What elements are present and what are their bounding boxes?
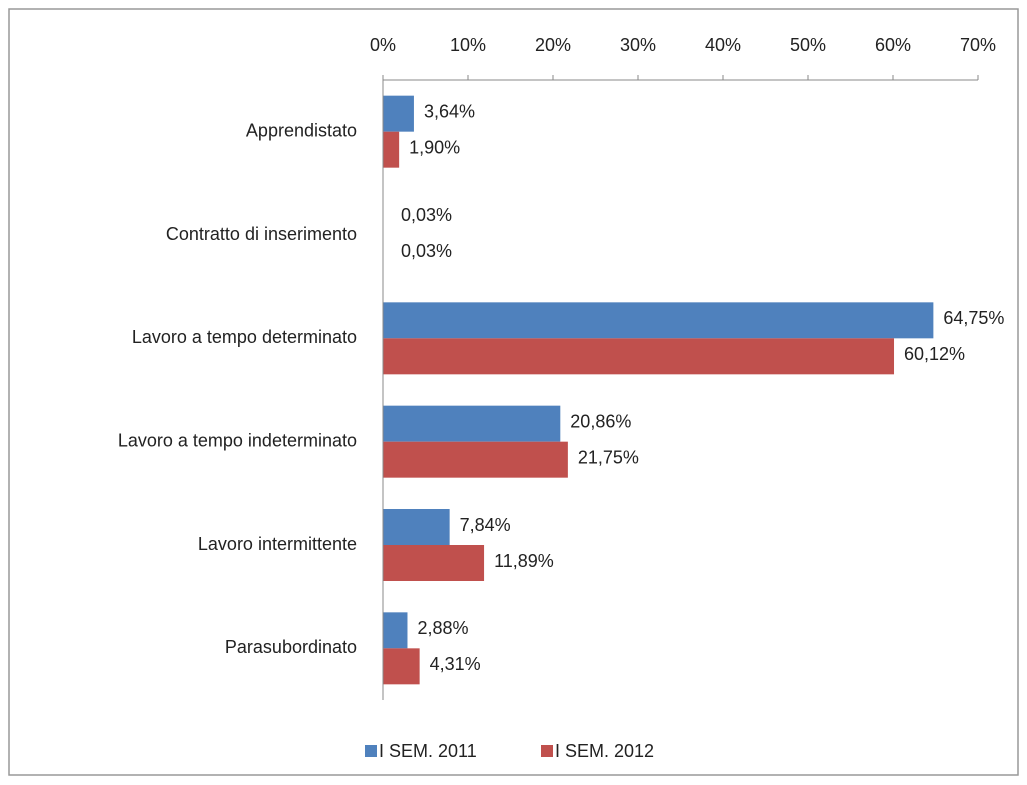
value-label: 0,03% <box>401 205 452 225</box>
bar <box>383 131 400 168</box>
value-label: 60,12% <box>904 344 965 364</box>
value-label: 64,75% <box>943 308 1004 328</box>
x-tick-label: 70% <box>960 35 996 55</box>
legend-swatch <box>365 745 377 757</box>
x-tick-label: 10% <box>450 35 486 55</box>
legend-label: I SEM. 2012 <box>555 741 654 761</box>
x-tick-label: 50% <box>790 35 826 55</box>
y-tick-label: Lavoro a tempo determinato <box>132 327 357 347</box>
bar <box>383 648 420 685</box>
bar <box>383 612 408 649</box>
y-tick-label: Apprendistato <box>246 120 357 140</box>
y-tick-label: Lavoro intermittente <box>198 534 357 554</box>
value-label: 0,03% <box>401 241 452 261</box>
bar <box>383 302 934 339</box>
bar <box>383 545 485 581</box>
legend-swatch <box>541 745 553 757</box>
x-tick-label: 0% <box>370 35 396 55</box>
value-label: 7,84% <box>460 515 511 535</box>
bar <box>383 441 568 478</box>
chart-frame <box>8 8 1019 776</box>
value-label: 2,88% <box>417 618 468 638</box>
x-tick-label: 20% <box>535 35 571 55</box>
value-label: 4,31% <box>430 654 481 674</box>
x-tick-label: 30% <box>620 35 656 55</box>
value-label: 11,89% <box>494 551 554 571</box>
value-label: 20,86% <box>570 411 631 431</box>
y-tick-label: Lavoro a tempo indeterminato <box>118 430 357 450</box>
value-label: 3,64% <box>424 101 475 121</box>
bar <box>383 95 414 132</box>
legend-label: I SEM. 2011 <box>379 741 477 761</box>
y-tick-label: Parasubordinato <box>225 637 357 657</box>
x-tick-label: 40% <box>705 35 741 55</box>
x-tick-label: 60% <box>875 35 911 55</box>
value-label: 1,90% <box>409 137 460 157</box>
bar <box>383 509 450 545</box>
value-label: 21,75% <box>578 447 639 467</box>
bar <box>383 338 895 375</box>
y-tick-label: Contratto di inserimento <box>166 224 357 244</box>
bar <box>383 405 561 442</box>
